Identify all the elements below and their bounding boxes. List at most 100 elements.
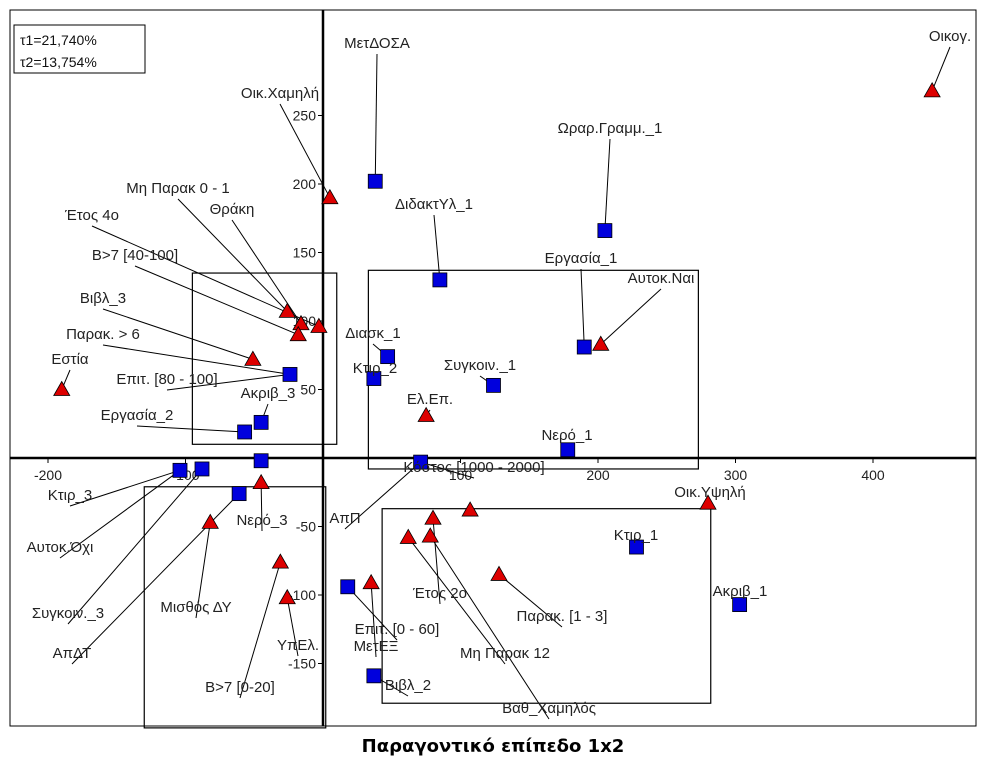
y-tick-label: 200	[293, 176, 317, 192]
square-point	[366, 371, 382, 386]
point-label: Κτιρ_3	[48, 487, 92, 504]
x-tick-label: 400	[861, 467, 885, 483]
triangle-point	[699, 494, 717, 510]
leader-line	[67, 468, 203, 625]
y-tick-label: 50	[300, 382, 316, 398]
square-point	[253, 414, 269, 430]
square-point	[237, 424, 253, 440]
triangle-point	[490, 565, 508, 581]
point-label: Βιβλ_2	[385, 677, 431, 694]
legend-entry: τ2=13,754%	[20, 54, 97, 70]
x-tick-label: -200	[34, 467, 62, 483]
legend-box	[13, 24, 146, 74]
leader-line	[239, 561, 281, 699]
triangle-point	[292, 314, 310, 331]
triangle-point	[923, 82, 941, 98]
square-point	[367, 173, 383, 189]
point-label: Συγκοιν._1	[444, 357, 516, 374]
square-point	[194, 461, 210, 477]
leader-line	[347, 586, 398, 641]
square-point	[231, 486, 247, 502]
point-label: ΑπΔΤ	[53, 645, 92, 662]
legend-entry: τ1=21,740%	[20, 32, 97, 48]
point-label: Κτιρ_1	[614, 527, 658, 544]
square-point	[732, 597, 748, 612]
point-label: Έτος 4ο	[64, 207, 119, 224]
plot-frame	[9, 9, 977, 727]
leader-line	[134, 265, 299, 336]
point-label: Β>7 [40-100]	[92, 247, 178, 264]
x-tick-label: 200	[586, 467, 610, 483]
y-tick-label: -150	[288, 656, 316, 672]
triangle-point	[53, 380, 71, 396]
triangle-point	[310, 317, 328, 333]
leader-line	[177, 198, 288, 312]
triangle-point	[362, 573, 380, 590]
square-point	[432, 272, 448, 288]
leader-line	[231, 219, 302, 325]
leader-line	[420, 461, 475, 479]
point-label: Βαθ_Χαμηλός	[502, 700, 596, 717]
x-tick-label: 100	[449, 467, 473, 483]
y-tick-label: -50	[296, 519, 316, 535]
point-label: Ακριβ_1	[713, 583, 768, 600]
point-label: Κόστος [1000 - 2000]	[403, 459, 544, 476]
leader-line	[260, 482, 263, 532]
point-label: Αυτοκ.Ναι	[628, 270, 695, 287]
square-point	[253, 453, 269, 469]
point-label: Μη Παρακ 12	[460, 645, 550, 662]
leader-line	[433, 214, 441, 280]
point-label: Οικ.Χαμηλή	[241, 85, 319, 102]
triangle-point	[271, 553, 290, 569]
square-point	[597, 223, 613, 238]
point-label: Εστία	[51, 351, 89, 368]
leader-line	[374, 53, 378, 182]
leader-line	[600, 288, 662, 345]
point-label: Διασκ_1	[345, 325, 400, 342]
triangle-point	[321, 188, 339, 205]
cluster-box	[381, 508, 712, 704]
leader-line	[59, 469, 181, 559]
triangle-point	[399, 528, 417, 544]
leader-line	[286, 597, 299, 657]
point-label: Μισθός ΔΥ	[160, 599, 231, 616]
leader-line	[136, 425, 245, 433]
point-label: Οικ.Υψηλή	[674, 484, 746, 501]
leader-line	[166, 373, 291, 391]
point-label: ΥπΕλ.	[277, 637, 319, 654]
leader-line	[279, 103, 331, 198]
leader-line	[344, 461, 421, 530]
y-tick-label: -100	[288, 587, 316, 603]
triangle-point	[244, 350, 262, 366]
point-label: Συγκοιν._3	[32, 605, 104, 622]
point-label: Κτιρ_2	[353, 360, 397, 377]
leader-line	[407, 537, 506, 665]
triangle-point	[461, 501, 479, 517]
square-point	[282, 367, 298, 382]
square-point	[560, 442, 576, 458]
leader-line	[91, 225, 320, 327]
point-label: Νερό_1	[541, 427, 592, 444]
triangle-point	[417, 406, 435, 422]
triangle-point	[592, 335, 610, 351]
chart-title: Παραγοντικό επίπεδο 1x2	[361, 736, 625, 757]
point-label: Ωραρ.Γραμμ._1	[558, 120, 663, 137]
point-label: Εργασία_2	[101, 407, 174, 424]
leader-line	[580, 268, 585, 348]
square-point	[366, 668, 382, 684]
square-point	[172, 462, 188, 478]
point-label: Θράκη	[210, 201, 255, 218]
square-point	[576, 339, 592, 355]
leader-line	[931, 46, 951, 92]
point-label: Εργασία_1	[545, 250, 618, 267]
leader-line	[429, 535, 550, 720]
triangle-point	[424, 509, 442, 525]
square-point	[413, 454, 429, 470]
point-label: ΜετΔΟΣΑ	[344, 35, 410, 52]
leader-line	[432, 518, 441, 605]
point-label: Επιτ. [0 - 60]	[355, 621, 440, 638]
leader-line	[370, 582, 377, 658]
triangle-point	[252, 473, 270, 490]
point-label: Μη Παρακ 0 - 1	[126, 180, 229, 197]
